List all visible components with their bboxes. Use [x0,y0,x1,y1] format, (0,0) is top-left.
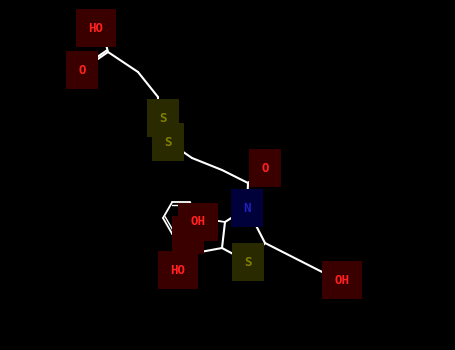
Text: O: O [184,229,192,241]
Text: HO: HO [171,264,186,276]
Text: O: O [78,63,86,77]
Text: HO: HO [89,21,103,35]
Text: S: S [164,135,172,148]
Text: S: S [159,112,167,125]
Text: S: S [244,256,252,268]
Text: OH: OH [334,273,349,287]
Text: O: O [261,161,269,175]
Text: OH: OH [191,215,206,228]
Text: N: N [243,202,251,215]
